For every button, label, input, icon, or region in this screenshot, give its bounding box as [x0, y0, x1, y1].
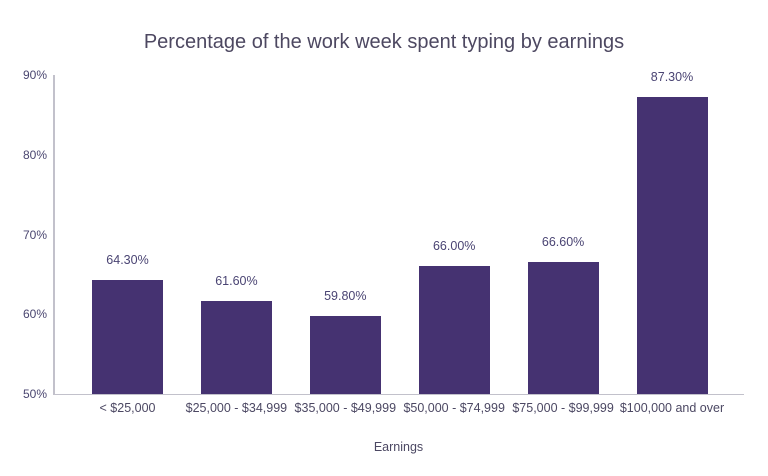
y-tick-label: 60% [22, 307, 47, 322]
bar-value-label: 64.30% [106, 252, 149, 267]
chart-title: Percentage of the work week spent typing… [143, 31, 625, 53]
x-axis-line [53, 393, 744, 395]
bar [92, 279, 163, 394]
bar-value-label: 59.80% [324, 288, 367, 303]
bar [636, 96, 708, 394]
bar-value-label: 87.30% [650, 69, 694, 84]
y-tick-label: 90% [22, 68, 47, 82]
bar [200, 301, 272, 394]
x-axis-title: Earnings [373, 440, 424, 454]
x-category-label: $50,000 - $74,999 [403, 401, 505, 415]
y-axis-line [53, 75, 55, 394]
bar-value-label: 66.60% [541, 234, 585, 249]
bar-value-label: 66.00% [432, 239, 476, 254]
x-category-label: < $25,000 [99, 401, 156, 415]
y-tick-label: 70% [22, 227, 47, 242]
bar [527, 261, 599, 394]
bar-value-label: 61.60% [215, 274, 258, 289]
x-category-label: $75,000 - $99,999 [512, 401, 614, 415]
x-category-label: $100,000 and over [619, 401, 725, 415]
x-category-label: $35,000 - $49,999 [294, 401, 397, 415]
bar [418, 266, 490, 394]
y-tick-label: 80% [22, 147, 47, 162]
x-category-label: $25,000 - $34,999 [185, 401, 288, 415]
bar [309, 315, 381, 394]
y-tick-label: 50% [22, 387, 47, 401]
